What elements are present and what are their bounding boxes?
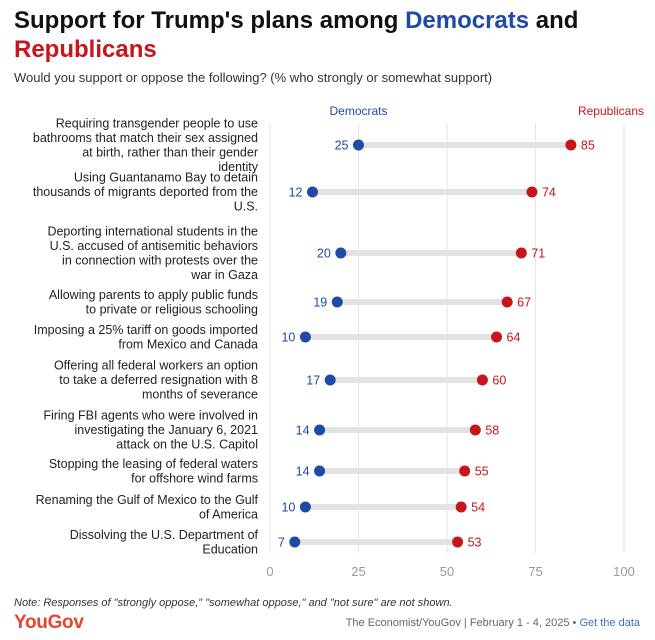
value-label-republicans: 71 — [531, 247, 545, 261]
dot-democrats — [335, 247, 347, 259]
category-label: Using Guantanamo Bay to detain thousands … — [33, 171, 258, 214]
yougov-logo: YouGov — [14, 612, 84, 633]
get-the-data-link[interactable]: Get the data — [579, 617, 640, 629]
dot-republicans — [459, 465, 471, 477]
dot-democrats — [353, 139, 364, 151]
value-label-republicans: 58 — [485, 424, 499, 438]
dot-republicans — [501, 296, 513, 308]
x-tick-label: 100 — [613, 564, 635, 579]
category-label: Deporting international students in the U… — [47, 224, 258, 282]
category-label: Requiring transgender people to use bathr… — [33, 116, 259, 174]
title-text: Support for Trump's plans among — [14, 7, 406, 34]
value-label-republicans: 74 — [542, 186, 556, 200]
value-label-republicans: 54 — [471, 501, 485, 515]
dot-democrats — [331, 296, 343, 308]
value-label-democrats: 25 — [335, 139, 349, 153]
category-label: Stopping the leasing of federal waters fo… — [49, 457, 258, 486]
dot-range-chart: Democrats Republicans Requiring transgende… — [33, 104, 644, 579]
dot-democrats — [314, 424, 326, 436]
dot-republicans — [452, 536, 464, 548]
dot-republicans — [515, 247, 527, 259]
chart-note: Note: Responses of "strongly oppose," "s… — [14, 597, 453, 609]
chart-title: Support for Trump's plans among Democrat… — [14, 6, 644, 64]
dot-democrats — [306, 186, 318, 198]
category-label: Imposing a 25% tariff on goods imported f… — [34, 323, 258, 352]
x-tick-label: 50 — [440, 564, 454, 579]
value-label-republicans: 85 — [581, 139, 595, 153]
value-label-democrats: 20 — [317, 247, 331, 261]
legend-republicans: Republicans — [578, 104, 644, 118]
value-label-democrats: 14 — [296, 465, 310, 479]
value-label-republicans: 53 — [468, 536, 482, 550]
dot-democrats — [314, 465, 326, 477]
source-text: The Economist/YouGov | February 1 - 4, 2… — [345, 617, 580, 629]
source-line: The Economist/YouGov | February 1 - 4, 2… — [346, 617, 640, 629]
title-democrats: Democrats — [405, 7, 530, 34]
dot-republicans — [565, 139, 577, 151]
dot-democrats — [289, 536, 301, 548]
dot-republicans — [455, 501, 467, 513]
dot-republicans — [491, 331, 503, 343]
value-label-democrats: 10 — [281, 501, 295, 515]
title-republicans: Republicans — [14, 36, 157, 63]
value-label-republicans: 67 — [517, 296, 531, 310]
x-tick-label: 0 — [266, 564, 273, 579]
value-label-republicans: 64 — [507, 331, 521, 345]
title-and: and — [529, 7, 579, 34]
dot-democrats — [324, 374, 336, 386]
category-label: Renaming the Gulf of Mexico to the Gulf o… — [36, 493, 259, 522]
dot-democrats — [299, 331, 311, 343]
category-label: Firing FBI agents who were involved in in… — [43, 409, 258, 452]
category-label: Offering all federal workers an option to… — [54, 359, 258, 402]
value-label-democrats: 19 — [313, 296, 327, 310]
value-label-republicans: 60 — [492, 374, 506, 388]
value-label-republicans: 55 — [475, 465, 489, 479]
value-label-democrats: 12 — [289, 186, 303, 200]
category-label: Allowing parents to apply public funds to… — [49, 288, 258, 317]
dot-democrats — [299, 501, 311, 513]
value-label-democrats: 14 — [296, 424, 310, 438]
legend-democrats: Democrats — [329, 104, 387, 118]
dot-republicans — [476, 374, 488, 386]
value-label-democrats: 10 — [281, 331, 295, 345]
value-label-democrats: 7 — [278, 536, 285, 550]
category-label: Dissolving the U.S. Department of Educati… — [70, 528, 259, 557]
chart-subtitle: Would you support or oppose the followin… — [14, 70, 493, 85]
x-tick-label: 75 — [528, 564, 542, 579]
value-label-democrats: 17 — [306, 374, 320, 388]
dot-republicans — [469, 424, 481, 436]
dot-republicans — [526, 186, 538, 198]
footer: YouGov The Economist/YouGov | February 1… — [14, 612, 644, 636]
x-tick-label: 25 — [351, 564, 365, 579]
